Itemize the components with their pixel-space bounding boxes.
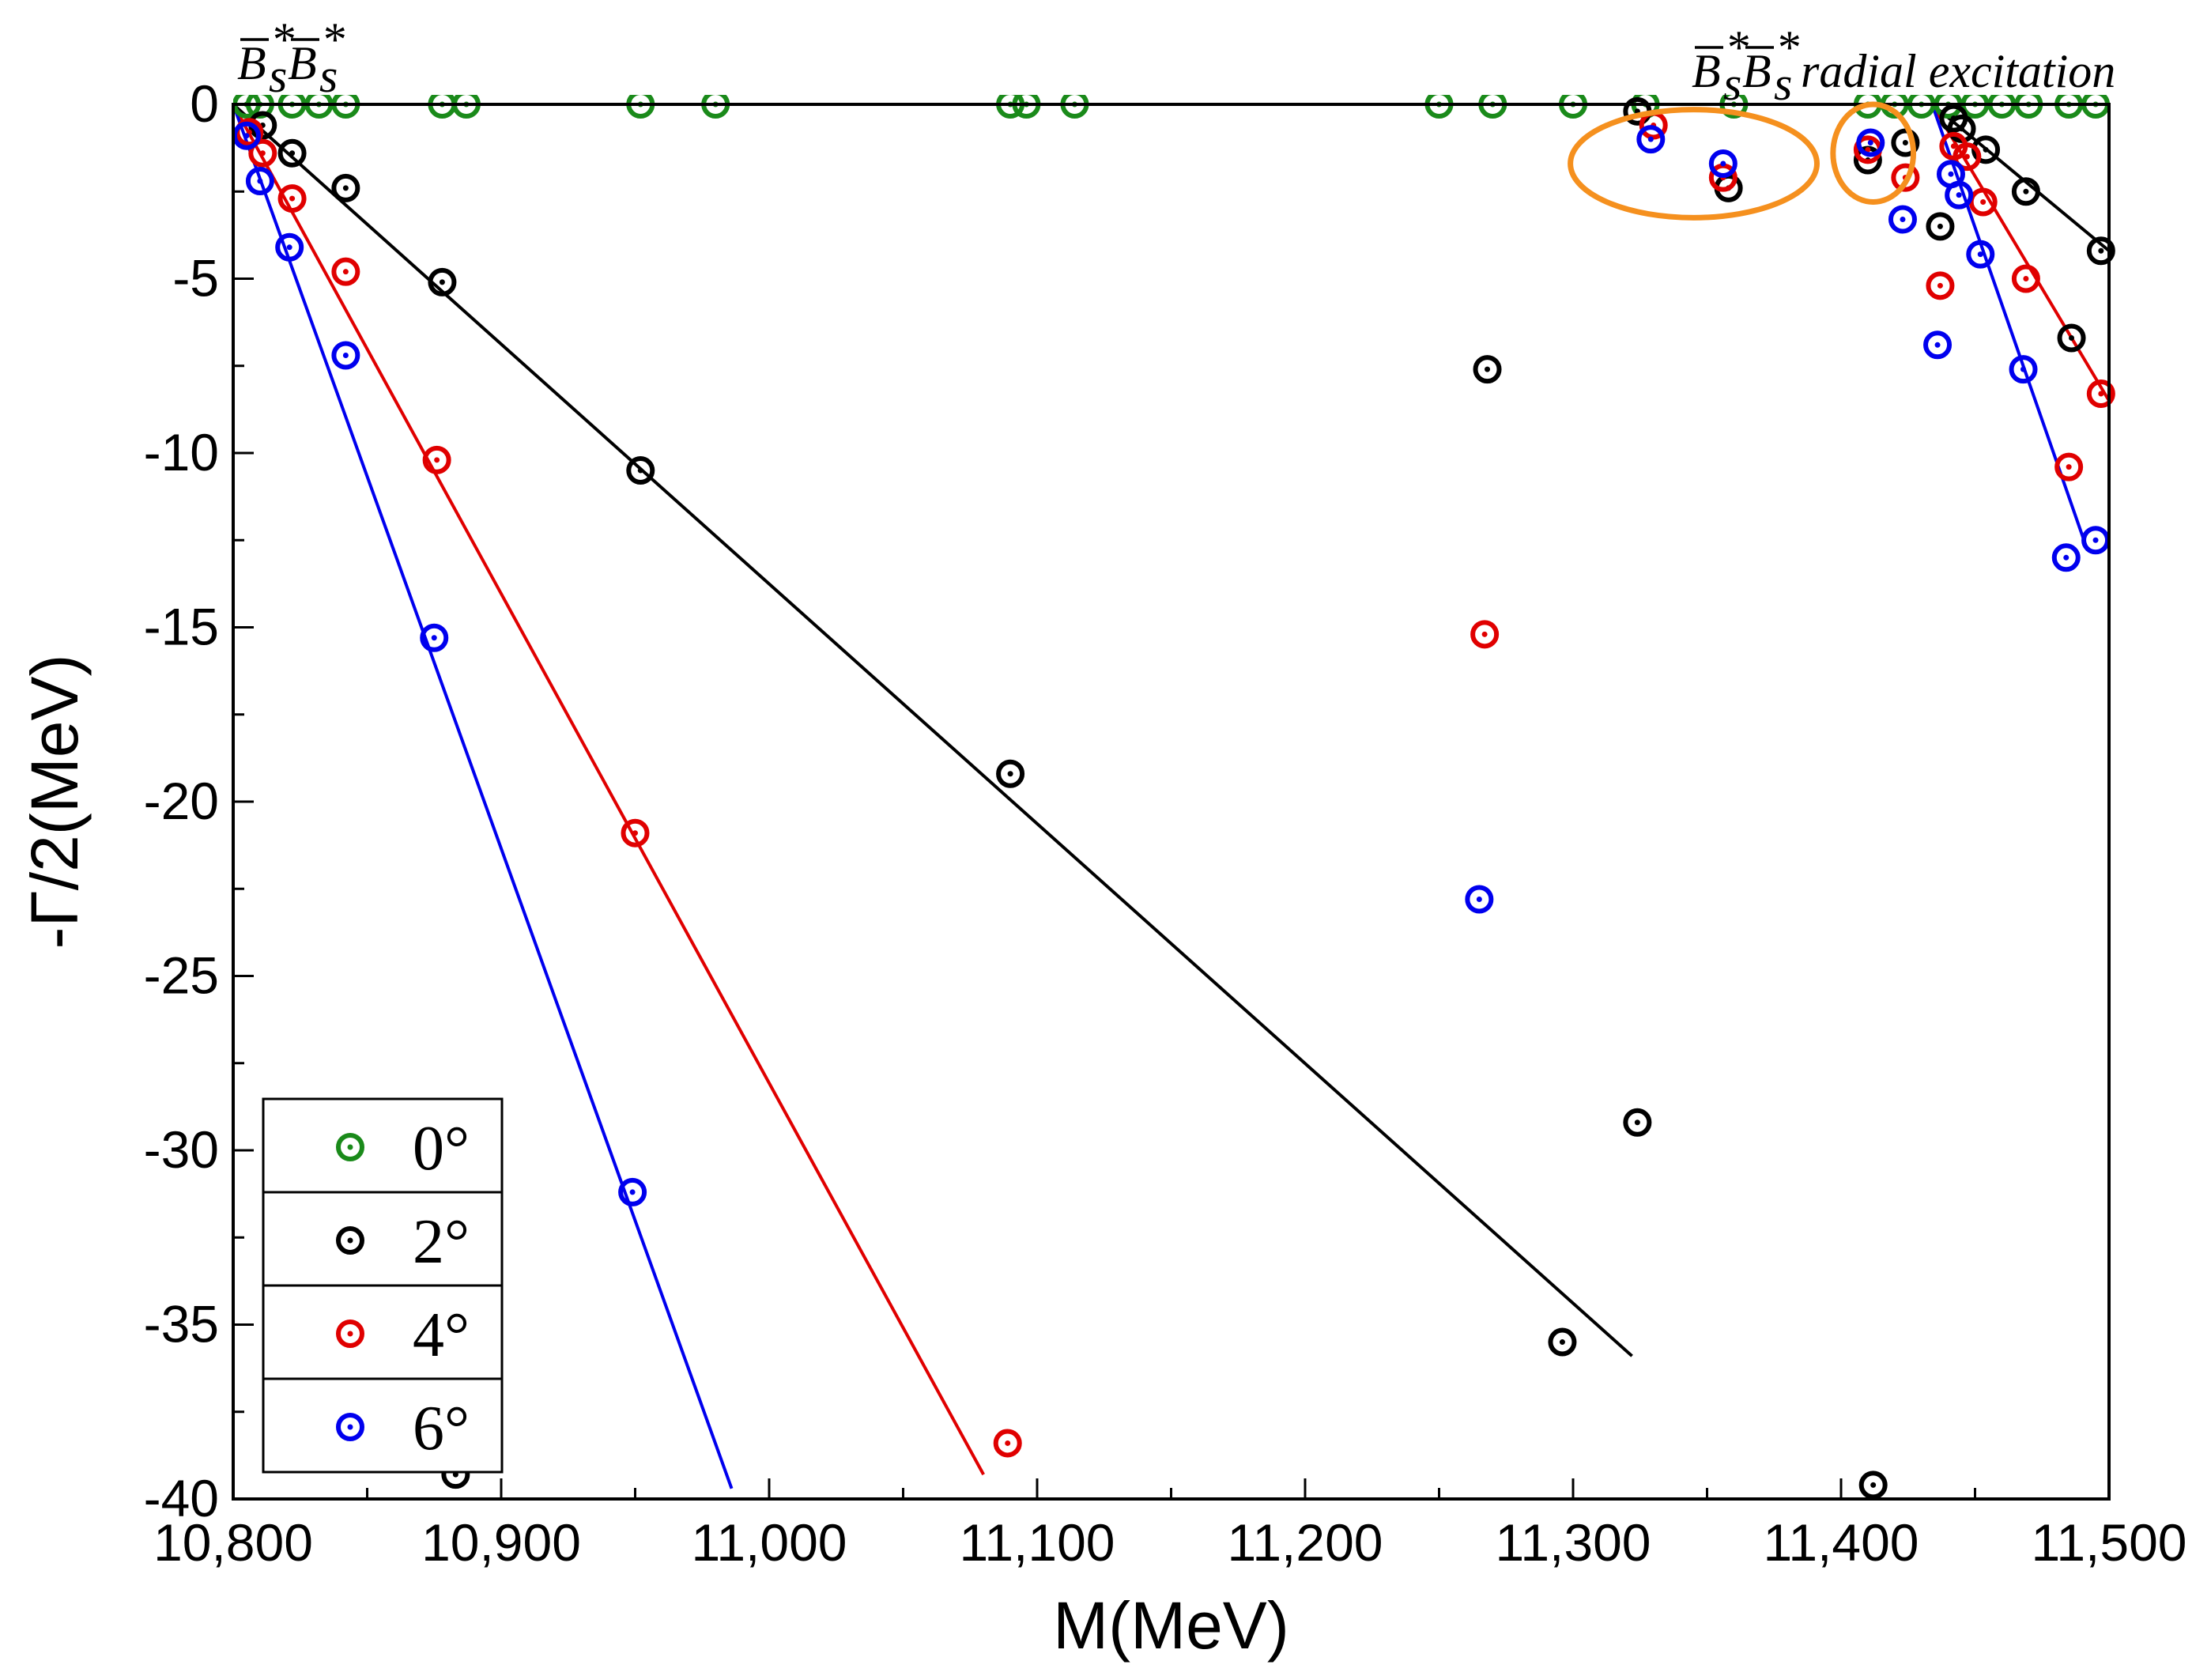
svg-text:*: *: [1725, 21, 1749, 74]
svg-text:*: *: [270, 13, 294, 66]
legend-item-0deg: 0°: [336, 1114, 470, 1184]
x-tick-label: 10,900: [421, 1513, 581, 1572]
legend-item-6deg: 6°: [336, 1394, 470, 1463]
x-tick-label: 11,100: [960, 1513, 1115, 1572]
data-point-6deg: [2009, 355, 2038, 384]
legend-item-2deg: 2°: [336, 1207, 470, 1277]
x-tick-label: 10,800: [153, 1513, 313, 1572]
x-tick-label: 11,000: [692, 1513, 847, 1572]
data-point-4deg: [2011, 264, 2040, 293]
data-point-4deg: [277, 184, 307, 213]
x-tick-label: 11,300: [1496, 1513, 1651, 1572]
data-point-6deg: [1856, 128, 1885, 157]
data-point-2deg: [2086, 236, 2115, 266]
data-point-2deg: [1858, 1470, 1888, 1499]
y-tick-label: -15: [144, 598, 219, 656]
svg-text:B: B: [288, 37, 317, 89]
data-point-2deg: [1623, 1108, 1652, 1137]
svg-text:B: B: [1692, 45, 1721, 97]
svg-text:*: *: [1775, 21, 1799, 74]
svg-text:B: B: [237, 37, 266, 89]
y-tick-label: -5: [172, 249, 219, 308]
y-tick-label: 0: [190, 74, 219, 133]
data-point-4deg: [2054, 452, 2084, 481]
y-tick-label: -25: [144, 946, 219, 1005]
data-point-2deg: [2057, 323, 2086, 353]
data-point-2deg: [626, 456, 655, 485]
svg-text:s: s: [1774, 58, 1792, 110]
threshold-label: B *s B *s: [237, 13, 345, 102]
svg-text:s: s: [1723, 58, 1741, 110]
data-point-6deg: [245, 167, 274, 196]
trend-line-2deg: [233, 103, 1633, 1357]
annotations: B *s B *s B *s B *s radial excitation: [237, 13, 2115, 221]
data-point-6deg: [420, 623, 449, 652]
radial-label: B *s B *s radial excitation: [1692, 21, 2115, 110]
legend: 0° 2° 4° 6°: [262, 1097, 504, 1474]
y-tick-label: -30: [144, 1120, 219, 1179]
data-point-4deg: [2086, 379, 2115, 409]
legend-label: 6°: [413, 1394, 470, 1463]
y-tick-label: -10: [144, 423, 219, 481]
legend-label: 0°: [413, 1114, 470, 1184]
y-tick-label: -40: [144, 1469, 219, 1527]
data-point-6deg: [1888, 205, 1917, 234]
data-point-6deg: [331, 341, 360, 370]
trend-line-4deg: [233, 104, 985, 1476]
x-tick-label: 11,400: [1764, 1513, 1919, 1572]
axes: 10,800 10,900 11,000 11,100 11,200 11,300 11,4…: [17, 74, 2186, 1663]
data-point-6deg: [1945, 180, 1974, 210]
plot-area: [233, 95, 2115, 1499]
legend-item-4deg: 4°: [336, 1301, 470, 1370]
svg-text:B: B: [1742, 45, 1771, 97]
svg-text:s: s: [319, 50, 338, 102]
data-point-6deg: [1923, 330, 1953, 360]
data-point-6deg: [275, 232, 304, 262]
data-point-4deg: [422, 445, 451, 474]
svg-text:s: s: [269, 50, 287, 102]
data-point-2deg: [1926, 212, 1955, 241]
data-point-4deg: [1470, 620, 1500, 649]
svg-text:*: *: [321, 13, 345, 66]
y-tick-label: -35: [144, 1295, 219, 1353]
data-point-2deg: [331, 173, 360, 202]
data-point-4deg: [621, 818, 650, 848]
highlight-ellipse: [1830, 101, 1917, 205]
data-point-2deg: [2011, 177, 2040, 206]
plot-frame: [232, 103, 2111, 1501]
data-point-2deg: [277, 138, 307, 168]
legend-label: 2°: [413, 1207, 470, 1277]
data-point-4deg: [248, 138, 277, 168]
data-point-6deg: [1966, 240, 1995, 269]
data-point-6deg: [1636, 125, 1666, 154]
data-point-2deg: [1891, 128, 1920, 157]
data-point-2deg: [996, 759, 1025, 788]
data-point-2deg: [1548, 1327, 1577, 1357]
y-tick-label: -20: [144, 772, 219, 830]
data-point-6deg: [2081, 526, 2111, 555]
data-point-6deg: [618, 1177, 647, 1206]
x-tick-label: 11,500: [2032, 1513, 2187, 1572]
data-point-4deg: [1953, 142, 1982, 172]
data-point-4deg: [1926, 271, 1955, 300]
svg-text:radial excitation: radial excitation: [1801, 45, 2115, 97]
trend-line-6deg: [233, 104, 734, 1489]
data-point-6deg: [1465, 885, 1494, 914]
highlight-ellipse: [1568, 107, 1820, 221]
data-point-4deg: [331, 257, 360, 286]
data-point-4deg: [993, 1429, 1022, 1458]
data-point-6deg: [1708, 149, 1737, 178]
data-point-6deg: [2051, 543, 2081, 572]
legend-label: 4°: [413, 1301, 470, 1370]
x-axis-title: M(MeV): [1053, 1588, 1289, 1663]
data-point-2deg: [1473, 355, 1502, 384]
data-point-2deg: [428, 267, 457, 296]
x-tick-label: 11,200: [1228, 1513, 1383, 1572]
y-axis-title: -Γ/2(MeV): [17, 655, 92, 949]
